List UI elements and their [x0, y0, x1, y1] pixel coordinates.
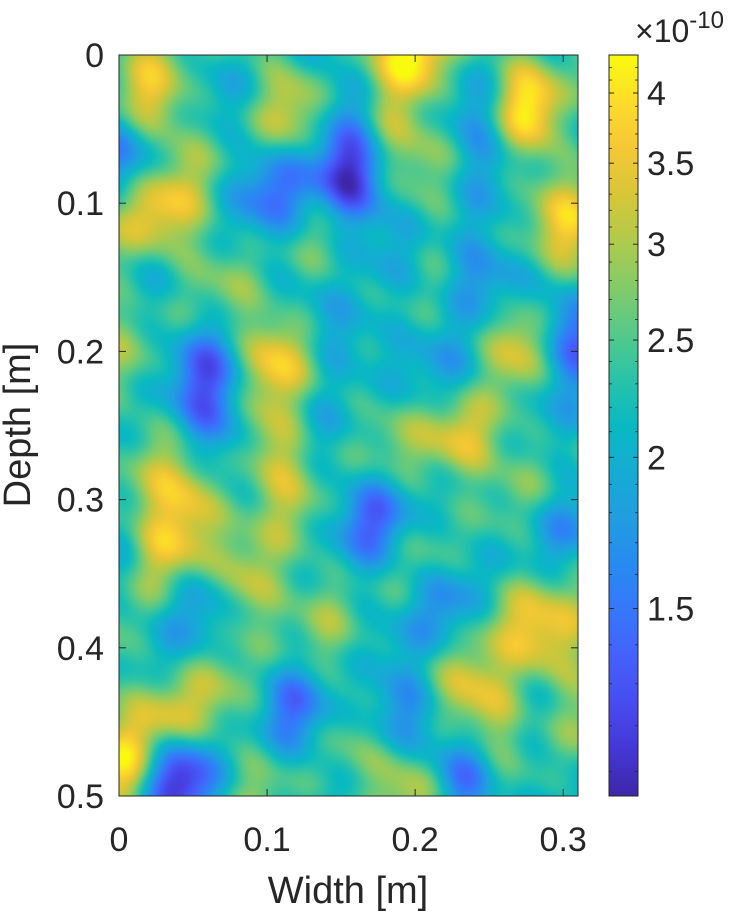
colorbar-exponent-base: ×10: [635, 13, 689, 49]
y-axis-label: Depth [m]: [0, 343, 39, 508]
y-tick-label: 0.1: [57, 185, 104, 223]
plot-frame: [118, 54, 579, 797]
y-tick-label: 0.4: [57, 630, 104, 668]
colorbar-tick-label: 4: [647, 75, 666, 113]
x-tick-label: 0.3: [540, 821, 587, 859]
x-tick-label: 0.2: [391, 821, 438, 859]
colorbar-tick-label: 2: [647, 439, 666, 477]
colorbar: [609, 55, 638, 796]
y-tick-label: 0: [85, 37, 104, 75]
y-tick-label: 0.3: [57, 482, 104, 520]
x-tick-label: 0: [110, 821, 129, 859]
colorbar-ticks: 1.5 2 2.5 3 3.5 4: [609, 66, 694, 772]
colorbar-tick-label: 1.5: [647, 591, 694, 629]
heatmap-surface: [119, 55, 578, 796]
x-tick-label: 0.1: [243, 821, 290, 859]
y-tick-label: 0.2: [57, 333, 104, 371]
y-tick-label: 0.5: [57, 778, 104, 816]
colorbar-exponent: ×10-10: [635, 7, 724, 49]
colorbar-frame: [608, 54, 639, 797]
colorbar-tick-label: 3.5: [647, 145, 694, 183]
colorbar-tick-label: 2.5: [647, 322, 694, 360]
x-axis-ticks: 0 0.1 0.2 0.3: [110, 55, 587, 859]
y-axis-ticks: 0 0.1 0.2 0.3 0.4 0.5: [57, 37, 578, 816]
colorbar-tick-label: 3: [647, 226, 666, 264]
colorbar-exponent-power: -10: [689, 7, 724, 34]
x-axis-label: Width [m]: [268, 870, 428, 912]
